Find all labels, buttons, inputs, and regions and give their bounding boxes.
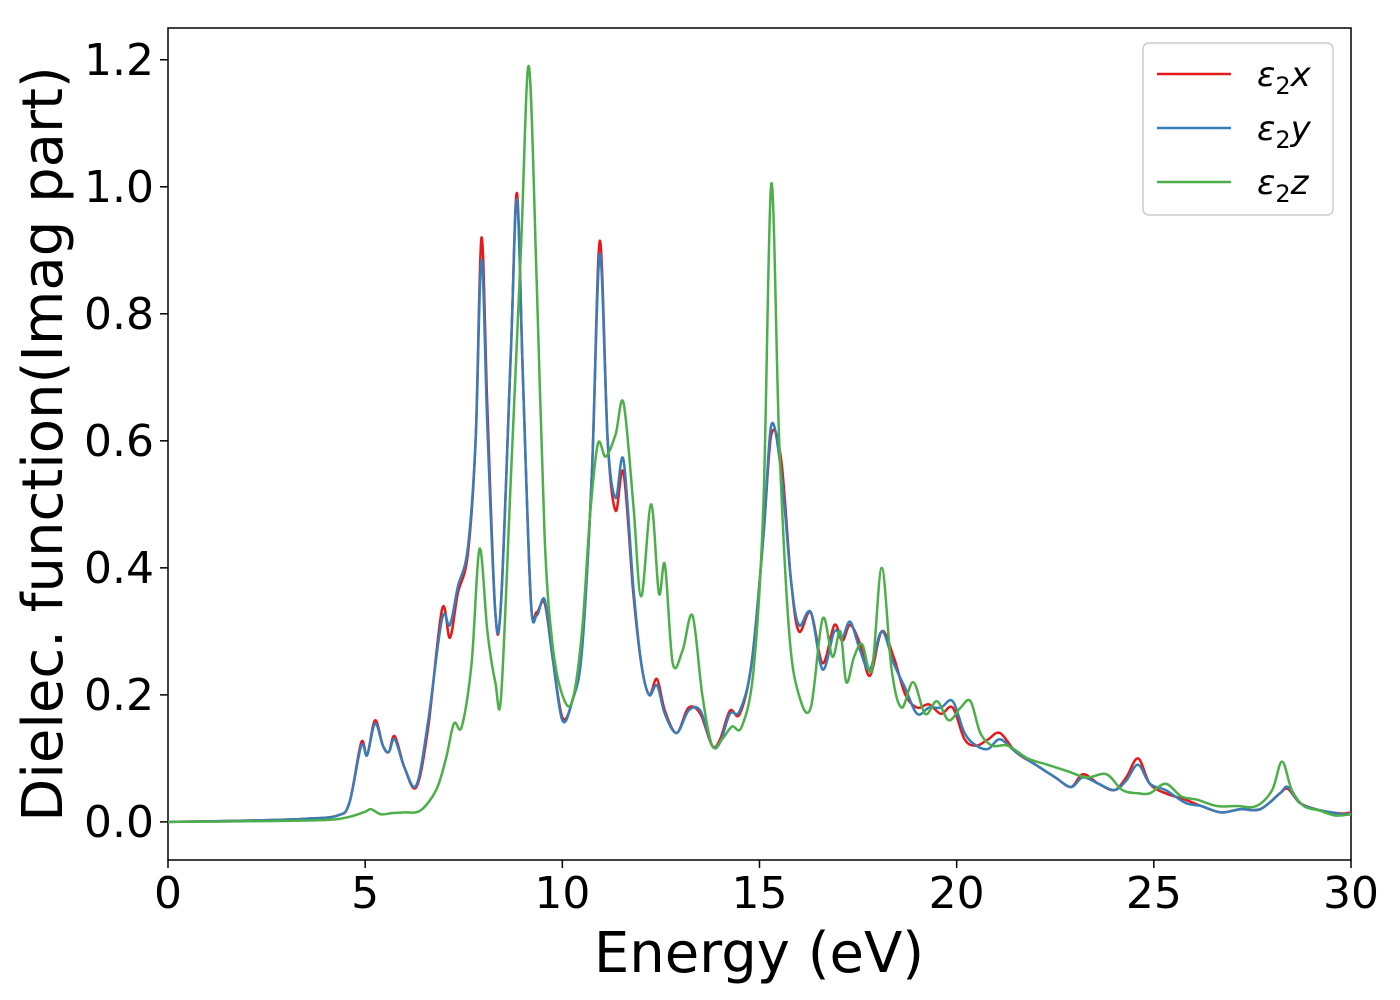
legend: ε2x ε2y ε2z — [1142, 42, 1334, 216]
legend-label: ε2z — [1257, 163, 1310, 208]
x-axis-label: Energy (eV) — [594, 921, 924, 986]
x-tick-label: 10 — [534, 868, 590, 919]
series-layer — [167, 64, 1352, 824]
x-tick-label: 25 — [1126, 868, 1182, 919]
legend-label: ε2x — [1257, 55, 1312, 100]
x-tick-label: 20 — [929, 868, 985, 919]
x-tick-label: 30 — [1323, 868, 1379, 919]
y-tick-label: 1.2 — [84, 35, 154, 86]
x-tick-label: 0 — [154, 868, 182, 919]
series-line-z — [167, 64, 1352, 824]
legend-box — [1142, 42, 1334, 216]
y-axis-label: Dielec. function(Imag part) — [11, 66, 76, 822]
x-tick-label: 5 — [351, 868, 379, 919]
x-axis: 0 5 10 15 20 25 30 — [154, 860, 1379, 919]
legend-label: ε2y — [1257, 109, 1312, 154]
y-tick-label: 0.0 — [84, 797, 154, 848]
y-axis: 0.0 0.2 0.4 0.6 0.8 1.0 1.2 — [84, 35, 168, 848]
y-tick-label: 0.8 — [84, 289, 154, 340]
y-tick-label: 0.4 — [84, 543, 154, 594]
y-tick-label: 0.6 — [84, 416, 154, 467]
series-line-y — [167, 198, 1352, 824]
y-tick-label: 1.0 — [84, 162, 154, 213]
y-tick-label: 0.2 — [84, 670, 154, 721]
x-tick-label: 15 — [732, 868, 788, 919]
series-line-x — [167, 191, 1352, 824]
